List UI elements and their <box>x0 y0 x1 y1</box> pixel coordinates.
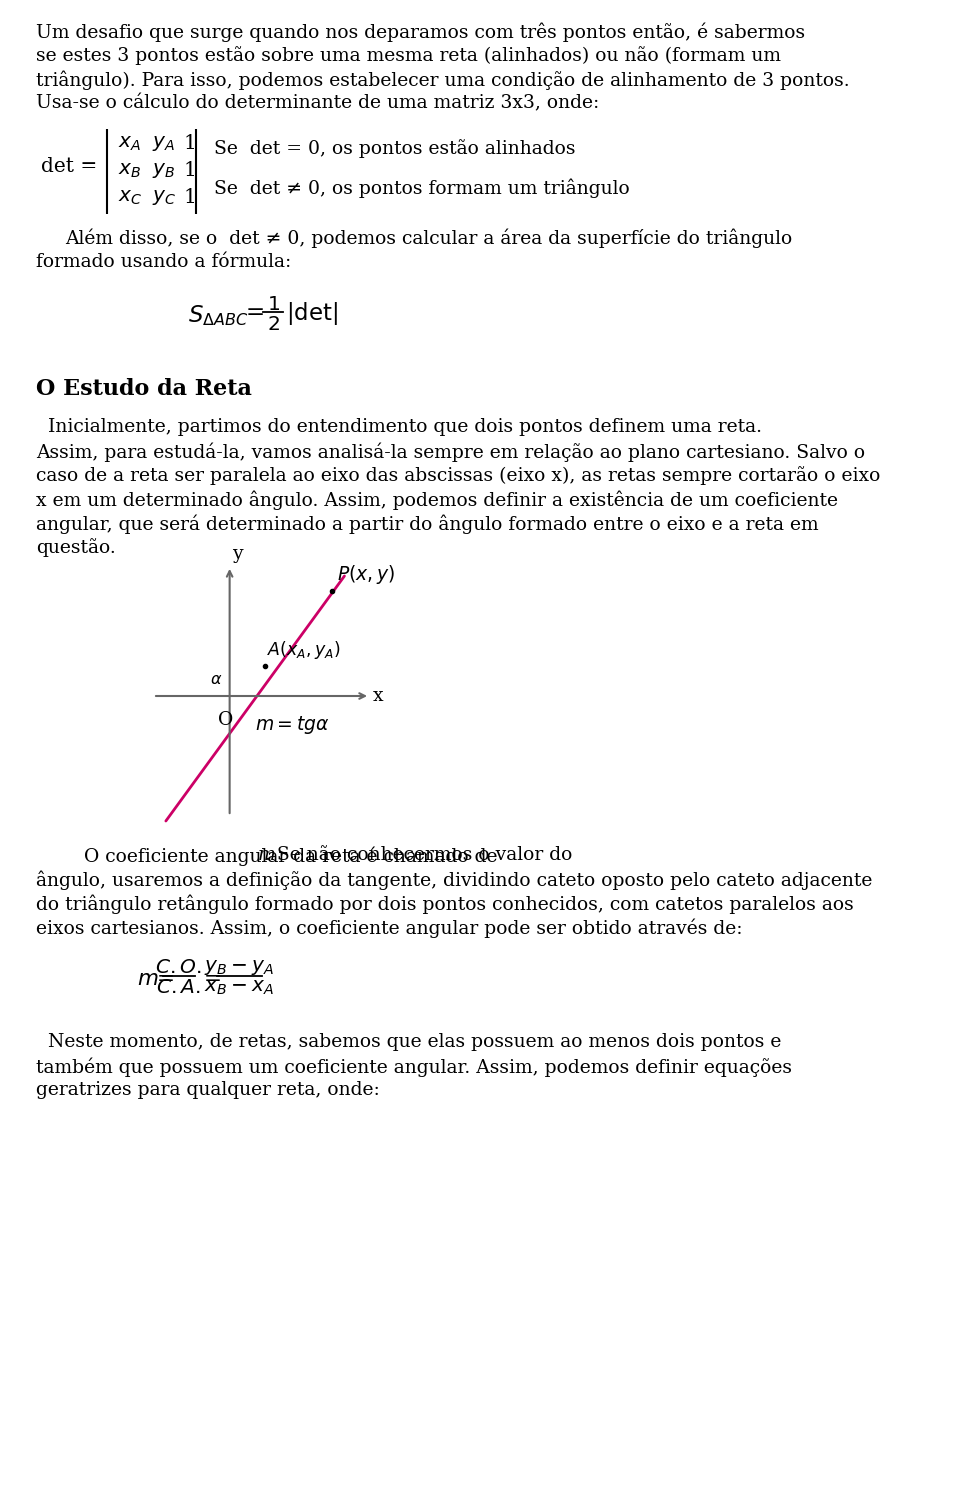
Text: $x_C$: $x_C$ <box>118 188 142 208</box>
Text: também que possuem um coeficiente angular. Assim, podemos definir equações: também que possuem um coeficiente angula… <box>36 1057 793 1076</box>
Text: $1$: $1$ <box>267 295 279 315</box>
Text: Além disso, se o  det ≠ 0, podemos calcular a área da superfície do triângulo: Além disso, se o det ≠ 0, podemos calcul… <box>65 229 793 248</box>
Text: $m$: $m$ <box>137 968 158 990</box>
Text: $=$: $=$ <box>199 966 221 987</box>
Text: Usa-se o cálculo do determinante de uma matriz 3x3, onde:: Usa-se o cálculo do determinante de uma … <box>36 93 600 113</box>
Text: m: m <box>257 846 276 864</box>
Text: $x_B - x_A$: $x_B - x_A$ <box>204 978 275 996</box>
Text: $2$: $2$ <box>267 315 279 334</box>
Text: det =: det = <box>41 157 98 176</box>
Text: eixos cartesianos. Assim, o coeficiente angular pode ser obtido através de:: eixos cartesianos. Assim, o coeficiente … <box>36 918 743 938</box>
Text: 1: 1 <box>183 161 197 181</box>
Text: formado usando a fórmula:: formado usando a fórmula: <box>36 253 292 271</box>
Text: do triângulo retângulo formado por dois pontos conhecidos, com catetos paralelos: do triângulo retângulo formado por dois … <box>36 894 854 914</box>
Text: Neste momento, de retas, sabemos que elas possuem ao menos dois pontos e: Neste momento, de retas, sabemos que ela… <box>48 1032 781 1050</box>
Text: Assim, para estudá-la, vamos analisá-la sempre em relação ao plano cartesiano. S: Assim, para estudá-la, vamos analisá-la … <box>36 442 866 462</box>
Text: 1: 1 <box>183 188 197 208</box>
Text: . Se não conhecermos o valor do: . Se não conhecermos o valor do <box>265 846 572 864</box>
Text: geratrizes para qualquer reta, onde:: geratrizes para qualquer reta, onde: <box>36 1081 380 1099</box>
Text: $C.O.$: $C.O.$ <box>156 959 202 977</box>
Text: y: y <box>232 545 243 563</box>
Text: ângulo, usaremos a definição da tangente, dividindo cateto oposto pelo cateto ad: ângulo, usaremos a definição da tangente… <box>36 870 873 889</box>
Text: $A(x_A,y_A)$: $A(x_A,y_A)$ <box>267 640 341 661</box>
Text: $\alpha$: $\alpha$ <box>210 671 223 688</box>
Text: $C.A.$: $C.A.$ <box>156 978 201 996</box>
Text: 1: 1 <box>183 134 197 154</box>
Text: O Estudo da Reta: O Estudo da Reta <box>36 378 252 400</box>
Text: triângulo). Para isso, podemos estabelecer uma condição de alinhamento de 3 pont: triângulo). Para isso, podemos estabelec… <box>36 71 851 89</box>
Text: O coeficiente angular da reta é chamado de: O coeficiente angular da reta é chamado … <box>36 846 504 865</box>
Text: $y_B$: $y_B$ <box>152 161 175 181</box>
Text: angular, que será determinado a partir do ângulo formado entre o eixo e a reta e: angular, que será determinado a partir d… <box>36 515 819 533</box>
Text: O: O <box>218 710 233 728</box>
Text: x em um determinado ângulo. Assim, podemos definir a existência de um coeficient: x em um determinado ângulo. Assim, podem… <box>36 491 838 510</box>
Text: $=$: $=$ <box>152 966 174 987</box>
Text: Inicialmente, partimos do entendimento que dois pontos definem uma reta.: Inicialmente, partimos do entendimento q… <box>48 418 762 436</box>
Text: $=$: $=$ <box>241 299 264 322</box>
Text: Se  det = 0, os pontos estão alinhados: Se det = 0, os pontos estão alinhados <box>214 138 575 158</box>
Text: questão.: questão. <box>36 537 116 557</box>
Text: $x_A$: $x_A$ <box>118 134 141 154</box>
Text: x: x <box>373 686 384 704</box>
Text: Se  det ≠ 0, os pontos formam um triângulo: Se det ≠ 0, os pontos formam um triângul… <box>214 179 630 199</box>
Text: $P(x,y)$: $P(x,y)$ <box>337 563 395 585</box>
Text: $y_A$: $y_A$ <box>152 134 175 154</box>
Text: $y_C$: $y_C$ <box>152 188 176 208</box>
Text: se estes 3 pontos estão sobre uma mesma reta (alinhados) ou não (formam um: se estes 3 pontos estão sobre uma mesma … <box>36 47 781 65</box>
Text: $y_B - y_A$: $y_B - y_A$ <box>204 959 275 977</box>
Text: $S_{\Delta ABC}$: $S_{\Delta ABC}$ <box>188 303 249 328</box>
Text: $x_B$: $x_B$ <box>118 161 141 181</box>
Text: caso de a reta ser paralela ao eixo das abscissas (eixo x), as retas sempre cort: caso de a reta ser paralela ao eixo das … <box>36 467 881 485</box>
Text: $m = tg\alpha$: $m = tg\alpha$ <box>255 713 330 736</box>
Text: Um desafio que surge quando nos deparamos com três pontos então, é sabermos: Um desafio que surge quando nos deparamo… <box>36 23 805 42</box>
Text: $|\mathrm{det}|$: $|\mathrm{det}|$ <box>286 299 338 327</box>
